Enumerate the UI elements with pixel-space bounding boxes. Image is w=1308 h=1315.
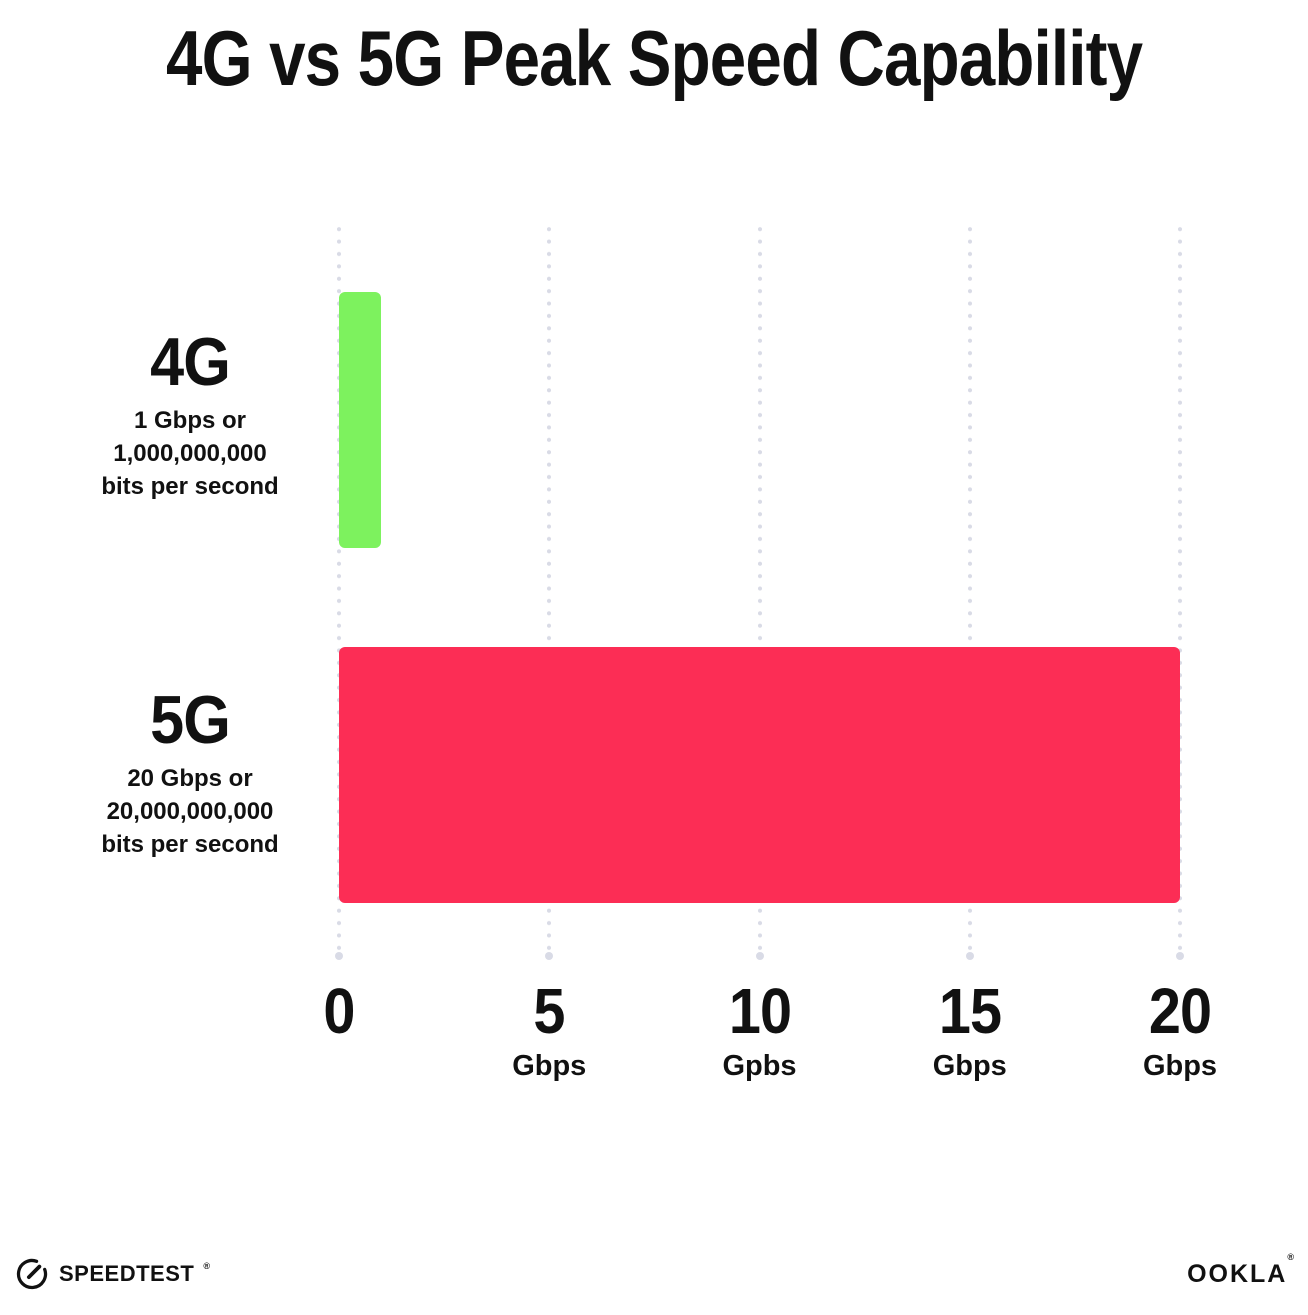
x-tick-10: 10 Gpbs xyxy=(650,976,870,1082)
x-tick-10-label: 10 xyxy=(728,975,791,1047)
speedtest-wordmark: SPEEDTEST xyxy=(59,1261,195,1286)
x-tick-5-label: 5 xyxy=(533,975,566,1047)
chart-title: 4G vs 5G Peak Speed Capability xyxy=(0,14,1308,102)
row-desc-5g: 20 Gbps or 20,000,000,000 bits per secon… xyxy=(45,762,335,861)
row-desc-4g-line-3: bits per second xyxy=(101,473,279,500)
row-name-4g: 4G xyxy=(150,324,231,400)
ookla-wordmark: OOKLA xyxy=(1187,1259,1288,1288)
speedtest-gauge-icon xyxy=(16,1258,48,1290)
x-tick-20-unit: Gbps xyxy=(1142,1050,1218,1082)
x-tick-15-label: 15 xyxy=(938,975,1002,1047)
gridline-15 xyxy=(966,223,973,951)
row-label-4g: 4G 1 Gbps or 1,000,000,000 bits per seco… xyxy=(45,326,335,503)
chart-title-text: 4G vs 5G Peak Speed Capability xyxy=(165,14,1143,102)
gridline-20 xyxy=(1177,223,1183,951)
x-tick-15-unit: Gbps xyxy=(932,1050,1007,1082)
x-tick-20-label: 20 xyxy=(1148,975,1212,1047)
x-tick-5-unit: Gbps xyxy=(512,1050,587,1082)
x-tick-5: 5 Gbps xyxy=(439,976,659,1082)
x-tick-10-unit: Gpbs xyxy=(722,1050,797,1082)
row-desc-4g-line-2: 1,000,000,000 xyxy=(113,440,267,467)
row-desc-5g-line-1: 20 Gbps or xyxy=(127,765,253,792)
speedtest-reg-mark: ® xyxy=(203,1261,210,1271)
gridline-0 xyxy=(336,223,342,951)
x-tick-0: 0 xyxy=(229,976,449,1050)
ookla-logo: OOKLA ® xyxy=(1187,1252,1294,1289)
row-desc-4g-line-1: 1 Gbps or xyxy=(133,407,247,434)
row-label-5g: 5G 20 Gbps or 20,000,000,000 bits per se… xyxy=(45,684,335,861)
gridline-5 xyxy=(546,223,553,951)
row-desc-5g-line-3: bits per second xyxy=(101,831,279,858)
x-tick-0-label: 0 xyxy=(323,975,355,1047)
gridline-10 xyxy=(756,223,763,951)
x-tick-20: 20 Gbps xyxy=(1070,976,1290,1082)
x-tick-15: 15 Gbps xyxy=(860,976,1080,1082)
bar-5g xyxy=(339,647,1180,903)
speedtest-logo: SPEEDTEST ® xyxy=(14,1256,210,1292)
row-name-5g: 5G xyxy=(150,682,231,758)
bar-4g xyxy=(339,292,382,548)
row-desc-5g-line-2: 20,000,000,000 xyxy=(106,798,274,825)
row-desc-4g: 1 Gbps or 1,000,000,000 bits per second xyxy=(45,404,335,503)
footer: SPEEDTEST ® OOKLA ® xyxy=(0,1250,1308,1298)
ookla-reg-mark: ® xyxy=(1287,1251,1294,1262)
